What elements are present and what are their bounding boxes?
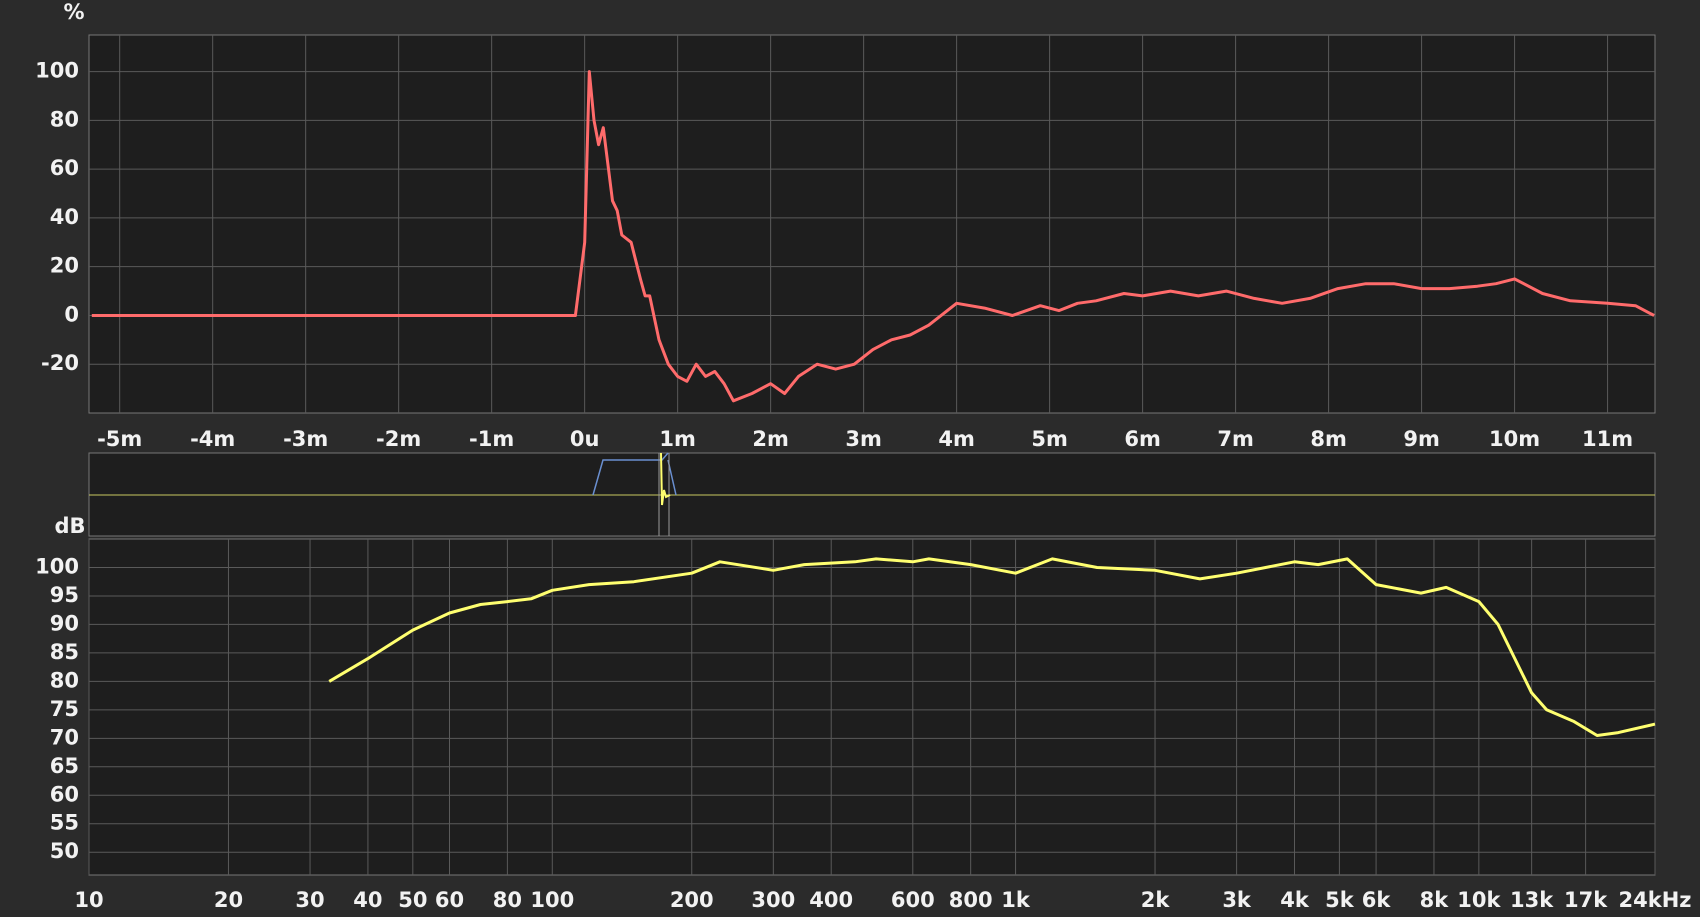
x-tick-label: 4k	[1280, 888, 1310, 912]
y-tick-label: 100	[35, 59, 79, 83]
y-tick-label: 80	[50, 668, 79, 692]
x-tick-label: 8m	[1310, 427, 1347, 451]
x-tick-label: 80	[493, 888, 522, 912]
x-tick-label: 600	[891, 888, 935, 912]
x-tick-label: -4m	[190, 427, 235, 451]
x-tick-label: 3m	[845, 427, 882, 451]
y-tick-label: 85	[50, 640, 79, 664]
impulse-plot-area	[88, 34, 1656, 414]
x-tick-label: 100	[530, 888, 574, 912]
x-tick-label: 10m	[1489, 427, 1540, 451]
x-tick-label: -1m	[469, 427, 514, 451]
y-tick-label: 95	[50, 583, 79, 607]
x-tick-label: 1k	[1001, 888, 1031, 912]
x-tick-label: 1m	[659, 427, 696, 451]
x-tick-label: 50	[398, 888, 427, 912]
y-tick-label: 70	[50, 725, 79, 749]
y-tick-label: 100	[35, 554, 79, 578]
x-tick-label: 30	[295, 888, 324, 912]
y-tick-label: 60	[50, 782, 79, 806]
y-tick-label: 20	[50, 254, 79, 278]
x-tick-label: 24kHz	[1619, 888, 1692, 912]
data-line	[91, 70, 1655, 403]
x-tick-label: 5m	[1031, 427, 1068, 451]
y-tick-label: 80	[50, 107, 79, 131]
x-tick-label: -5m	[97, 427, 142, 451]
x-tick-label: 9m	[1403, 427, 1440, 451]
x-tick-label: 4m	[938, 427, 975, 451]
x-tick-label: 7m	[1217, 427, 1254, 451]
x-tick-label: -3m	[283, 427, 328, 451]
data-line	[328, 557, 1656, 737]
y-tick-label: 55	[50, 811, 79, 835]
frequency-plot-area	[88, 538, 1656, 876]
x-tick-label: 800	[949, 888, 993, 912]
y-tick-label: 90	[50, 611, 79, 635]
y-tick-label: 65	[50, 754, 79, 778]
x-tick-label: 60	[435, 888, 464, 912]
x-tick-label: 2m	[752, 427, 789, 451]
y-tick-label: 60	[50, 156, 79, 180]
y-tick-label: 40	[50, 205, 79, 229]
window-trace	[660, 452, 671, 506]
x-tick-label: 40	[353, 888, 382, 912]
y-tick-label: 50	[50, 839, 79, 863]
y-tick-label: -20	[41, 351, 79, 375]
x-tick-label: 10k	[1457, 888, 1501, 912]
y-axis-label: dB	[54, 514, 85, 538]
x-tick-label: 200	[670, 888, 714, 912]
x-tick-label: 5k	[1325, 888, 1355, 912]
x-tick-label: -2m	[376, 427, 421, 451]
x-tick-label: 2k	[1141, 888, 1171, 912]
x-tick-label: 20	[214, 888, 243, 912]
x-tick-label: 6k	[1362, 888, 1392, 912]
x-tick-label: 0u	[570, 427, 600, 451]
x-tick-label: 10	[74, 888, 103, 912]
x-tick-label: 3k	[1222, 888, 1252, 912]
x-tick-label: 8k	[1420, 888, 1450, 912]
y-tick-label: 75	[50, 697, 79, 721]
y-axis-label: %	[63, 0, 84, 24]
x-tick-label: 6m	[1124, 427, 1161, 451]
x-tick-label: 300	[751, 888, 795, 912]
x-tick-label: 11m	[1582, 427, 1633, 451]
x-tick-label: 400	[809, 888, 853, 912]
x-tick-label: 13k	[1510, 888, 1554, 912]
x-tick-label: 17k	[1564, 888, 1608, 912]
y-tick-label: 0	[64, 302, 79, 326]
